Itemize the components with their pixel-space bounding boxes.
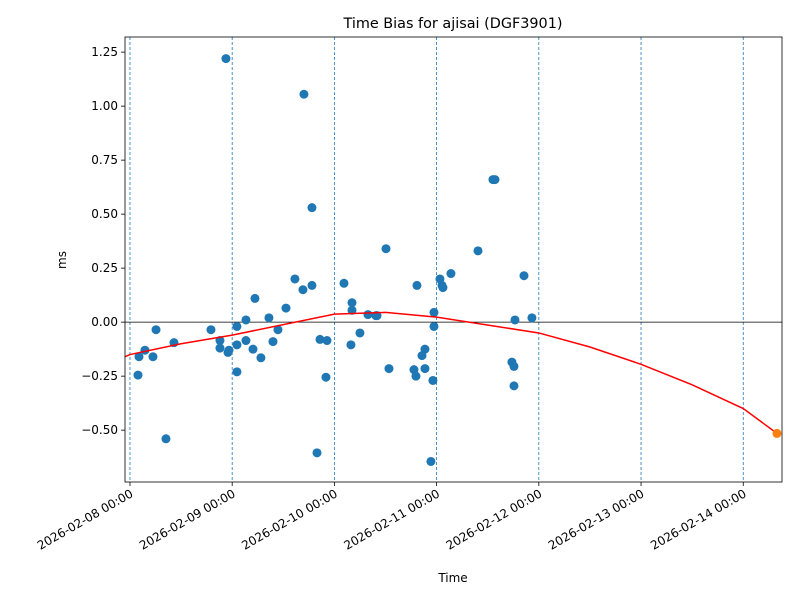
x-axis-label: Time <box>437 571 467 585</box>
y-axis-label: ms <box>55 251 69 269</box>
point <box>473 246 483 256</box>
point <box>322 336 332 346</box>
point <box>315 334 325 344</box>
point <box>148 352 158 362</box>
point <box>232 340 242 350</box>
point <box>490 175 500 185</box>
point <box>250 293 260 303</box>
point <box>224 345 234 355</box>
point <box>363 310 373 320</box>
point <box>347 305 357 315</box>
fit-line <box>124 311 778 434</box>
point <box>527 313 537 323</box>
point <box>510 315 520 325</box>
point <box>428 375 438 385</box>
point <box>312 448 322 458</box>
point <box>281 303 291 313</box>
point <box>290 274 300 284</box>
point <box>307 280 317 290</box>
y-tick-label: 1.00 <box>91 99 118 113</box>
point <box>412 280 422 290</box>
point <box>206 325 216 335</box>
point <box>161 434 171 444</box>
point <box>232 367 242 377</box>
y-tick-label: 0.25 <box>91 261 118 275</box>
point <box>268 337 278 347</box>
point <box>429 307 439 317</box>
point <box>134 352 144 362</box>
point <box>381 244 391 254</box>
point <box>509 361 519 371</box>
point <box>133 370 143 380</box>
point <box>264 313 274 323</box>
point <box>446 269 456 279</box>
point <box>248 344 258 354</box>
point <box>307 203 317 213</box>
point <box>420 344 430 354</box>
point <box>355 328 365 338</box>
y-tick-label: 0.75 <box>91 153 118 167</box>
point <box>232 321 242 331</box>
chart-title: Time Bias for ajisai (DGF3901) <box>343 16 563 32</box>
plot-frame <box>124 36 783 483</box>
point <box>151 325 161 335</box>
y-tick-label: 0.00 <box>91 315 118 329</box>
point <box>411 371 421 381</box>
point <box>429 321 439 331</box>
point <box>438 283 448 293</box>
point <box>321 372 331 382</box>
y-tick-label: 1.25 <box>91 45 118 59</box>
point <box>299 89 309 99</box>
point <box>772 428 782 438</box>
point <box>273 325 283 335</box>
point <box>298 285 308 295</box>
point <box>420 364 430 374</box>
point <box>221 54 231 64</box>
point <box>339 278 349 288</box>
point <box>215 343 225 353</box>
point <box>519 271 529 281</box>
point <box>241 336 251 346</box>
point <box>509 381 519 391</box>
y-tick-label: 0.50 <box>91 207 118 221</box>
y-tick-label: −0.25 <box>81 369 118 383</box>
y-tick-label: −0.50 <box>81 423 118 437</box>
point <box>384 364 394 374</box>
point <box>241 315 251 325</box>
point <box>256 353 266 363</box>
point <box>426 456 436 466</box>
point <box>347 298 357 308</box>
point <box>346 340 356 350</box>
